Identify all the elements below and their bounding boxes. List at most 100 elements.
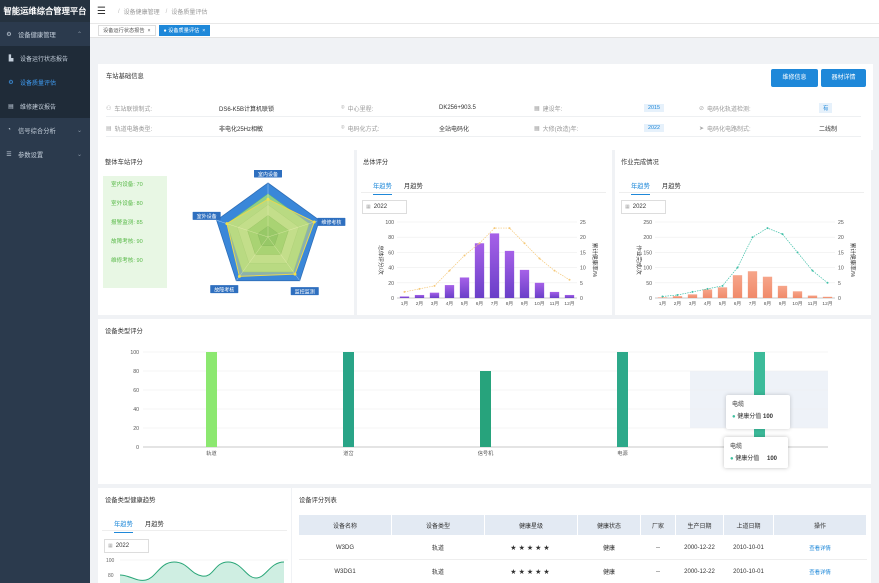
column-header: 生产日期 (675, 514, 724, 536)
trend-point (661, 295, 664, 298)
bar (717, 287, 728, 298)
trend-point (433, 284, 436, 287)
info-label: 电码化方式: (347, 126, 380, 133)
y2-tick-label: 10 (580, 266, 586, 272)
cell-prod-date: 2000-12-22 (675, 535, 724, 560)
y-axis-label: 作业完成/次 (635, 245, 643, 275)
sliders-icon: ☰ (6, 151, 12, 158)
year-select[interactable]: ▦ 2022 (104, 539, 149, 553)
x-tick-label: 2月 (416, 301, 423, 307)
x-tick-label: 1月 (659, 301, 666, 307)
x-tick-label: 8月 (506, 301, 513, 307)
bar (474, 243, 485, 298)
info-label: 中心里程: (347, 106, 374, 113)
menu-toggle-icon[interactable]: ☰ (97, 6, 106, 17)
y2-tick-label: 20 (838, 235, 844, 241)
radar-label: 监控监测 (295, 288, 315, 295)
x-tick-label: 10月 (792, 301, 802, 307)
material-detail-button[interactable]: 器材详情 (821, 69, 866, 87)
y2-tick-label: 5 (580, 281, 583, 287)
cell-type: 轨道 (391, 535, 485, 560)
tab-quality-eval[interactable]: ● 设备质量评估 × (158, 25, 211, 36)
cell-maker: -- (640, 559, 676, 583)
dot-icon: ● (730, 456, 734, 462)
trend-point (478, 242, 481, 245)
radar-point (312, 220, 316, 224)
work-trend-tabs: 年趋势 月趋势 (631, 181, 681, 195)
tab-month-trend[interactable]: 月趋势 (403, 183, 423, 190)
x-tick-label: 8月 (764, 301, 771, 307)
signal-icon: ◔ (7, 127, 11, 133)
app-title: 智能运维综合管理平台 (0, 0, 90, 22)
sidebar-item-repair-report[interactable]: ▤ 维修建议报告 (0, 94, 90, 118)
tab-run-report[interactable]: 设备运行状态报告 × (98, 25, 156, 36)
check-icon: ⊘ (699, 105, 705, 112)
sidebar-item-params[interactable]: ☰ 参数设置 ⌄ (0, 142, 90, 166)
x-tick-label: 6月 (734, 301, 741, 307)
calendar-icon: ▦ (366, 204, 371, 210)
user-icon: ⚇ (106, 105, 112, 112)
device-list-title: 设备评分列表 (299, 497, 337, 504)
column-header: 健康星级 (484, 514, 578, 536)
trend-point (751, 236, 754, 239)
repair-info-button[interactable]: 维修信息 (771, 69, 818, 87)
bar (549, 291, 560, 298)
tab-year-trend[interactable]: 年趋势 (373, 181, 392, 195)
info-label: 电码化电路制式: (707, 126, 751, 133)
y-tick-label: 200 (643, 235, 652, 241)
y2-tick-label: 25 (838, 220, 844, 226)
trend-point (676, 293, 679, 296)
y2-tick-label: 15 (838, 250, 844, 256)
tab-month-trend[interactable]: 月趋势 (661, 183, 681, 190)
tab-month-trend[interactable]: 月趋势 (144, 521, 164, 528)
view-detail-link[interactable]: 查看详情 (773, 559, 867, 583)
tab-year-trend[interactable]: 年趋势 (114, 519, 133, 533)
info-value: DK256+903.5 (439, 105, 476, 111)
health-trend-chart: 100 80 (106, 558, 288, 583)
sidebar-item-signal-analysis[interactable]: ◔ 信号综合分析 ⌄ (0, 118, 90, 142)
close-icon[interactable]: × (202, 28, 206, 34)
close-icon[interactable]: × (147, 28, 151, 34)
bar (617, 352, 628, 447)
total-score-card: 总体评分 年趋势 月趋势 ▦ 2022 0 20 40 60 80 100 0 5 10 15 20 2… (357, 150, 612, 315)
column-header: 健康状态 (577, 514, 641, 536)
table-header-row: 设备名称 设备类型 健康星级 健康状态 厂家 生产日期 上道日期 操作 (298, 514, 867, 536)
info-label: 电码化轨道检测: (707, 106, 751, 113)
view-detail-link[interactable]: 查看详情 (773, 535, 867, 560)
location-icon: ⌾ (341, 124, 345, 131)
sidebar-item-run-report[interactable]: ▙ 设备运行状态报告 (0, 46, 90, 70)
bar (206, 352, 217, 447)
divider (102, 530, 287, 531)
year-select[interactable]: ▦ 2022 (621, 200, 666, 214)
info-label: 车站联锁制式: (114, 106, 153, 113)
y-tick-label: 0 (649, 296, 652, 302)
station-info-card: 车站基础信息 维修信息 器材详情 ⚇ 车站联锁制式: DS6-K5B计算机联锁 ⌾… (98, 64, 873, 150)
chart-bar-icon: ▙ (8, 55, 14, 62)
radar-label: 故障考核 (214, 286, 234, 293)
sidebar-item-device-health[interactable]: ⚙ 设备健康管理 ⌃ (0, 22, 90, 46)
bar (672, 296, 683, 298)
trend-line (404, 227, 570, 293)
trend-point (736, 266, 739, 269)
cell-name: W3DG1 (298, 559, 392, 583)
y-tick-label: 40 (388, 266, 394, 272)
star-rating: ★★★★★ (484, 535, 578, 560)
info-value: 非电化25Hz相敏 (219, 126, 264, 133)
radar-label: 室外设备 (197, 213, 217, 220)
sidebar-submenu: ▙ 设备运行状态报告 ⚙ 设备质量评估 ▤ 维修建议报告 (0, 46, 90, 118)
x-tick-label: 11月 (808, 301, 818, 307)
send-icon: ➤ (699, 125, 705, 132)
file-icon: ▤ (8, 103, 14, 110)
score-item: 报警监测: 85 (111, 220, 143, 226)
x-tick-label: 11月 (550, 301, 560, 307)
total-score-chart: 0 20 40 60 80 100 0 5 10 15 20 25 总体评分/次 累计健康率/% 1月 2月 3… (377, 220, 599, 307)
sidebar-item-quality-eval[interactable]: ⚙ 设备质量评估 (0, 70, 90, 94)
year-select[interactable]: ▦ 2022 (362, 200, 407, 214)
total-trend-tabs: 年趋势 月趋势 (373, 181, 423, 195)
y2-tick-label: 0 (838, 296, 841, 302)
breadcrumb-item[interactable]: 设备健康管理 (123, 10, 160, 16)
info-value: 二线制 (819, 126, 838, 133)
column-header: 设备类型 (391, 514, 485, 536)
tab-year-trend[interactable]: 年趋势 (631, 181, 650, 195)
